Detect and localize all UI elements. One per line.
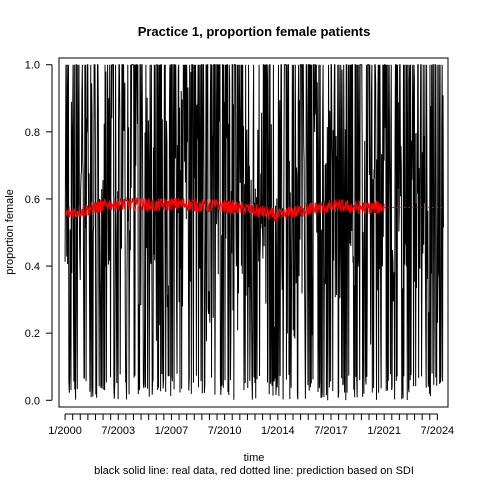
x-tick-label: 1/2021 [367, 425, 401, 437]
x-tick-label: 1/2014 [261, 425, 295, 437]
y-tick-label: 0.0 [25, 395, 40, 407]
plot-frame [58, 57, 449, 408]
x-tick-label: 7/2010 [208, 425, 242, 437]
chart-title: Practice 1, proportion female patients [138, 24, 371, 39]
series-prediction [64, 197, 444, 222]
x-tick-label: 7/2024 [421, 425, 455, 437]
x-axis-label: time [244, 452, 265, 464]
real-data-line [64, 64, 444, 401]
y-tick-label: 0.6 [25, 194, 40, 206]
x-tick-label: 1/2007 [155, 425, 189, 437]
x-tick-label: 7/2017 [314, 425, 348, 437]
x-axis: 1/2000 7/2003 1/2007 7/2010 1/2014 7/2017 1/20… [48, 413, 455, 437]
y-tick-label: 0.4 [25, 261, 40, 273]
plot-area [64, 64, 444, 401]
y-tick-label: 1.0 [25, 60, 40, 72]
chart-caption: black solid line: real data, red dotted … [94, 465, 414, 477]
x-tick-label: 7/2003 [101, 425, 135, 437]
series-real-data [64, 64, 444, 401]
x-tick-label: 1/2000 [48, 425, 82, 437]
y-tick-label: 0.8 [25, 127, 40, 139]
prediction-line [64, 197, 385, 222]
y-axis: 0.0 0.2 0.4 0.6 0.8 1.0 [25, 60, 53, 407]
y-tick-label: 0.2 [25, 328, 40, 340]
y-axis-label: proportion female [4, 189, 16, 275]
